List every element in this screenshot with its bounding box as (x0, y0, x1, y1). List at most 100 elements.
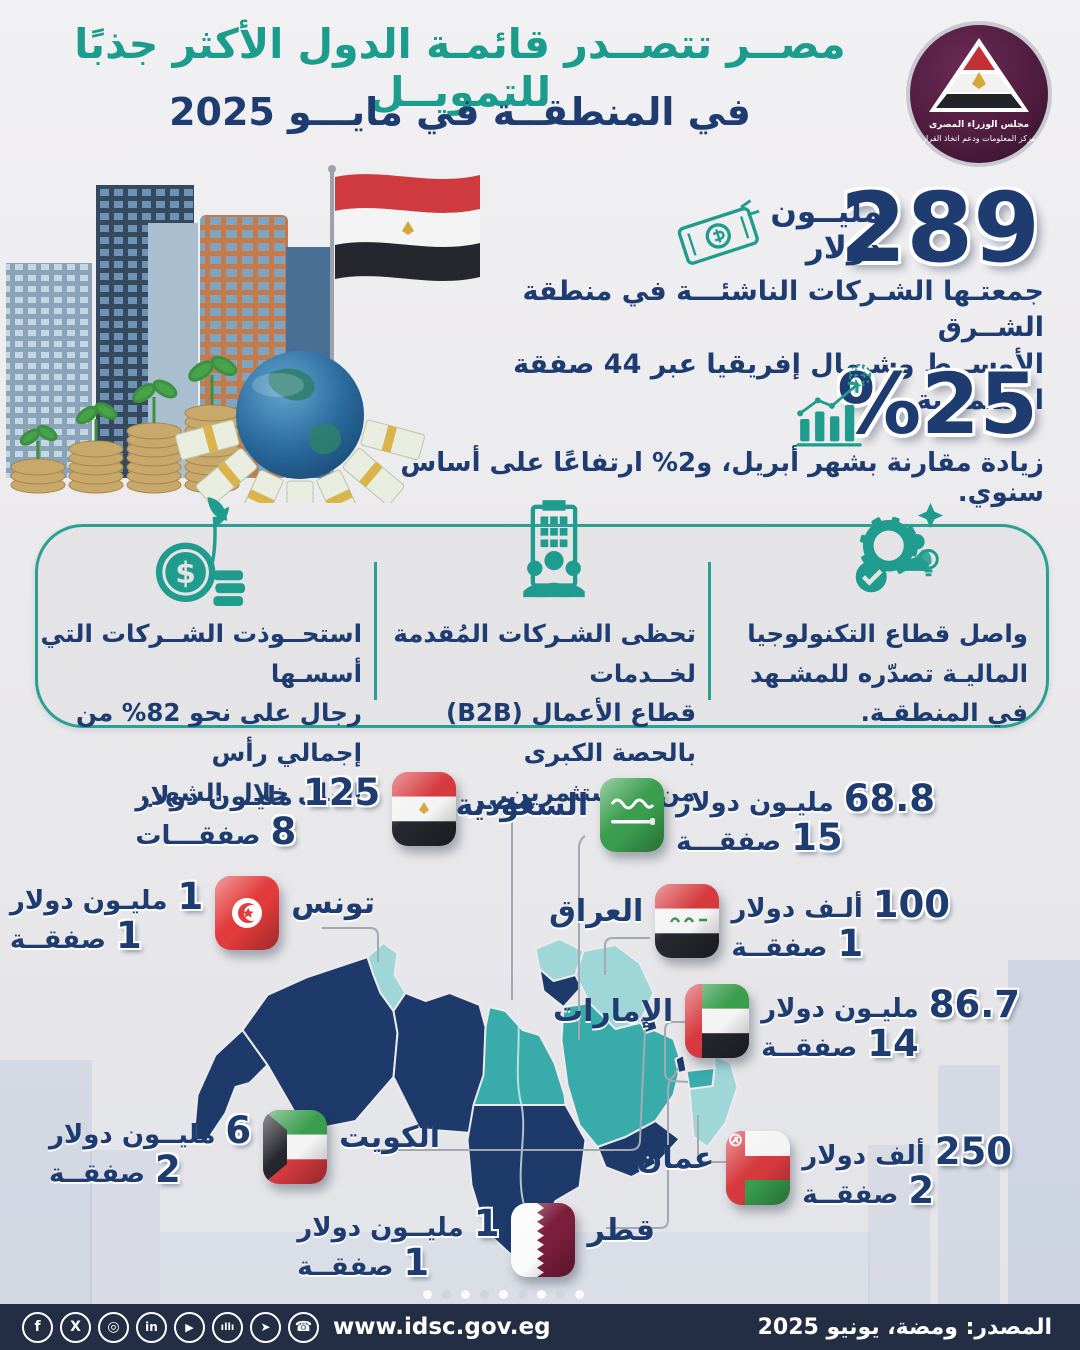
uae-flag-icon (685, 984, 750, 1058)
amount-unit: ألـف دولار (731, 894, 863, 924)
deals-value: 15 (791, 815, 843, 859)
country-name: الكويت (339, 1120, 440, 1155)
youtube-icon[interactable]: ▶ (174, 1311, 205, 1343)
skyline-decor-left2 (90, 1150, 160, 1304)
connector-qatar (606, 1067, 679, 1229)
deals-unit: صفقــة (48, 1158, 146, 1189)
connector-iraq (604, 937, 650, 975)
growth-chart-icon (792, 363, 882, 447)
country-name: العراق (549, 894, 644, 929)
website-link[interactable]: www.idsc.gov.eg (333, 1314, 551, 1340)
globe-icon (236, 351, 364, 479)
idsc-cabinet-logo: مجلس الوزراء المصرى مركز المعلومات ودعم … (903, 20, 1055, 170)
connector-tunisia (322, 927, 379, 962)
deals-unit: صفقــة (731, 932, 828, 963)
country-kuwait: الكويت 6 مليــون دولار 2 صفقــة (49, 1110, 440, 1190)
amount-value: 1 (473, 1202, 500, 1245)
country-name: عمان (636, 1141, 715, 1176)
country-iraq: 100 ألـف دولار 1 صفقــة العراق (549, 884, 950, 964)
country-egypt: مصر 125 مليـون دولار 8 صفقـــات (135, 772, 535, 852)
mena-map (185, 935, 890, 1275)
country-name: الإمارات (552, 994, 674, 1029)
iraq-flag-icon (655, 884, 720, 958)
page-title-line2: في المنطقــة في مايـــو 2025 (169, 90, 751, 134)
map-egypt (472, 1006, 567, 1106)
connector-kuwait (376, 1029, 646, 1151)
map-uae (685, 1067, 716, 1090)
country-uae: 86.7 مليـون دولار 14 صفقــة الإمارات (553, 984, 1020, 1064)
skyline-decor-right3 (868, 1145, 930, 1304)
deals-value: 1 (403, 1240, 430, 1284)
fintech-icon (845, 494, 947, 608)
deals-unit: صفقــة (297, 1251, 394, 1282)
connector-saudi (578, 835, 586, 1040)
country-oman: 250 ألف دولار 2 صفقــة عمان (637, 1131, 1012, 1211)
stat-289-value: 289 (839, 172, 1040, 284)
amount-unit: مليـون دولار (9, 886, 168, 916)
highlight-fintech-text: واصل قطاع التكنولوجيا الماليـة تصدّره لل… (747, 619, 1028, 728)
facebook-icon[interactable]: f (22, 1311, 53, 1343)
skyline-decor-left (0, 1060, 92, 1304)
stat-25-desc: زيادة مقارنة بشهر أبريل، و2% ارتفاعًا عل… (400, 448, 1044, 508)
amount-unit: مليــون دولار (48, 1120, 216, 1150)
country-qatar: قطر 1 مليــون دولار 1 صفقــة (297, 1203, 655, 1283)
linkedin-icon[interactable]: in (136, 1311, 167, 1343)
instagram-icon[interactable]: ◎ (98, 1311, 129, 1343)
kuwait-flag-icon (263, 1110, 328, 1184)
highlights-divider-2 (708, 562, 711, 700)
country-name: قطر (587, 1213, 655, 1248)
country-tunisia: تونس 1 مليـون دولار 1 صفقــة (10, 876, 375, 956)
stat-289-unit: مليــون دولار (770, 194, 882, 266)
amount-value: 1 (177, 875, 204, 918)
nile-river (516, 1008, 525, 1204)
stat-289-desc: جمعتـها الشـركات الناشئـــة في منطقة الش… (513, 276, 1044, 417)
amount-value: 6 (225, 1109, 252, 1152)
source-note: المصدر: ومضة، يونيو 2025 (757, 1314, 1052, 1340)
amount-value: 125 (302, 771, 381, 814)
egypt-flag-icon (392, 772, 457, 846)
egypt-flag-pole (328, 165, 480, 493)
footer-bar: f X ◎ in ▶ ıllı ➤ ☎ www.idsc.gov.eg المص… (0, 1304, 1080, 1350)
deals-unit: صفقـــة (676, 826, 782, 857)
skyline-decor-right2 (938, 1065, 1000, 1304)
amount-unit: مليـون دولار (761, 994, 919, 1024)
amount-value: 86.7 (928, 983, 1020, 1026)
deals-value: 2 (908, 1168, 935, 1212)
amount-unit: مليـون دولار (135, 782, 293, 812)
highlights-divider-1 (374, 562, 377, 700)
saudi-flag-icon (600, 778, 665, 852)
country-name: السعودية (455, 788, 589, 823)
qatar-flag-icon (511, 1203, 576, 1277)
phone-icon[interactable]: ☎ (288, 1311, 319, 1343)
soundcloud-icon[interactable]: ıllı (212, 1311, 243, 1343)
amount-value: 68.8 (843, 777, 935, 820)
deals-unit: صفقــة (761, 1032, 858, 1063)
deals-unit: صفقــة (9, 924, 106, 955)
skyline-decor-right (1008, 960, 1080, 1304)
page-title-line1: مصــر تتصــدر قائمـة الدول الأكثر جذبًا … (74, 20, 846, 116)
map-morocco (192, 1029, 269, 1141)
highlight-capital-text: استحــوذت الشــركات التي أسسـها رجال على… (40, 619, 362, 807)
capital-coin-plant-icon: $ (148, 494, 252, 610)
dots-decor (418, 1284, 589, 1303)
amount-unit: مليـون دولار (676, 788, 834, 818)
map-saudi-arabia (560, 1002, 683, 1148)
country-name: تونس (291, 886, 375, 921)
banknote-icon (674, 192, 762, 278)
country-saudi: 68.8 مليـون دولار 15 صفقـــة السعودية (455, 778, 935, 858)
deals-value: 14 (867, 1021, 919, 1065)
deals-value: 1 (116, 913, 142, 957)
social-icons: f X ◎ in ▶ ıllı ➤ ☎ (22, 1311, 319, 1343)
deals-unit: صفقـــات (135, 820, 261, 851)
map-kuwait (638, 1014, 659, 1034)
tunisia-flag-icon (215, 876, 280, 950)
x-icon[interactable]: X (60, 1311, 91, 1343)
amount-unit: مليــون دولار (297, 1213, 464, 1243)
telegram-icon[interactable]: ➤ (250, 1311, 281, 1343)
hero-illustration (0, 163, 485, 542)
deals-value: 8 (270, 809, 297, 853)
svg-text:$: $ (175, 556, 196, 591)
amount-value: 250 (934, 1130, 1012, 1173)
